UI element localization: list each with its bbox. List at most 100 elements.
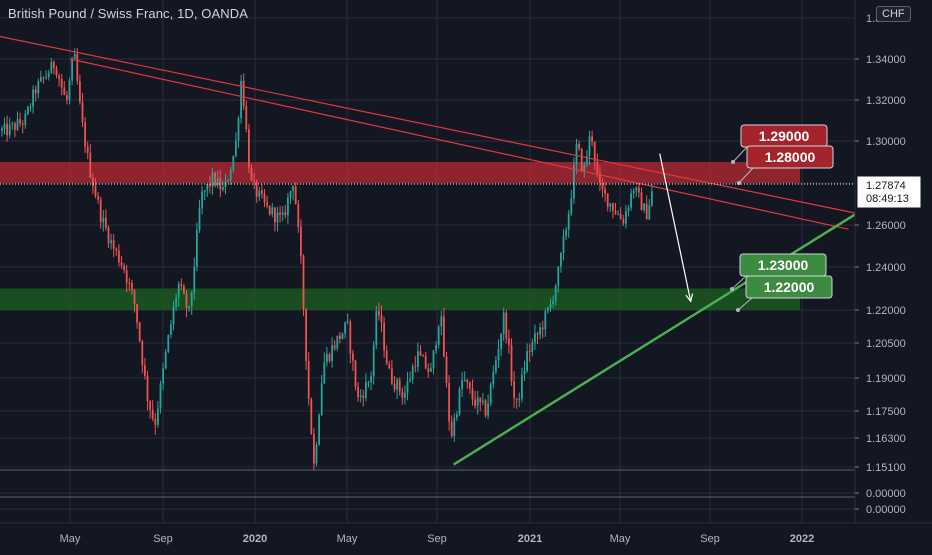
candle-body [424, 355, 427, 369]
candle-body [55, 68, 58, 76]
trendline-resistance [69, 58, 849, 230]
current-price-value: 1.27874 [866, 180, 906, 192]
candle-body [648, 205, 651, 220]
candle-body [573, 164, 575, 199]
candle-body [583, 164, 586, 171]
candle-body [263, 194, 266, 203]
candle-body [305, 308, 307, 361]
candle-body [157, 408, 159, 425]
callout-pointer [738, 167, 754, 184]
candle-body [112, 240, 115, 249]
candle-body [536, 333, 539, 335]
candle-body [188, 306, 190, 308]
candle-body [222, 187, 224, 190]
candle-body [318, 414, 320, 445]
candle-body [297, 204, 300, 227]
time-tick-label: 2020 [243, 533, 267, 545]
candle-body [398, 379, 401, 392]
time-tick-label: Sep [153, 533, 173, 545]
candle-body [47, 73, 50, 77]
candle-body [209, 183, 211, 187]
resistance-zone [0, 162, 800, 183]
candle-body [526, 351, 528, 371]
price-tick-label: 1.24000 [866, 262, 906, 274]
candle-body [79, 81, 81, 103]
candle-body [53, 61, 55, 69]
candle-body [276, 212, 279, 223]
candle-body [266, 202, 268, 206]
candle-body [240, 80, 242, 119]
candle-body [354, 360, 357, 388]
callout-anchor [731, 160, 735, 164]
candle-body [463, 379, 466, 381]
candle-body [125, 270, 128, 283]
candle-body [34, 89, 37, 94]
candle-body [513, 381, 515, 399]
candle-body [380, 314, 383, 323]
candle-body [284, 212, 287, 216]
candle-body [593, 141, 596, 162]
candle-body [469, 382, 471, 389]
price-tick-label: 1.19000 [866, 373, 906, 385]
candle-body [258, 190, 261, 197]
candle-body [541, 327, 544, 330]
candle-body [580, 148, 583, 171]
candle-body [596, 161, 599, 174]
candle-body [625, 211, 627, 224]
candle-body [495, 360, 497, 372]
annotation-label: 1.28000 [737, 145, 834, 185]
candle-body [489, 384, 492, 404]
price-tick-label: 1.30000 [866, 136, 906, 148]
candle-body [242, 80, 245, 107]
candle-body [1, 128, 3, 131]
time-tick-label: 2021 [518, 533, 542, 545]
currency-button[interactable]: CHF [876, 6, 911, 22]
candle-body [531, 342, 534, 352]
candle-body [476, 397, 479, 406]
price-tick-label: 1.17500 [866, 406, 906, 418]
candle-body [339, 335, 341, 340]
candle-body [133, 290, 136, 305]
candle-body [271, 207, 274, 215]
candle-body [411, 366, 414, 380]
candle-body [505, 312, 508, 339]
candle-body [557, 266, 560, 286]
candle-body [42, 77, 45, 79]
candle-body [401, 391, 404, 398]
candle-body [63, 87, 66, 95]
candle-body [544, 311, 547, 330]
candle-body [149, 401, 151, 410]
candle-body [81, 102, 84, 123]
candle-body [562, 236, 565, 254]
candle-body [279, 212, 281, 215]
candle-body [609, 203, 612, 207]
candle-body [640, 192, 643, 211]
candle-body [172, 306, 175, 325]
candle-body [159, 383, 162, 409]
candle-body [183, 286, 185, 294]
candle-body [448, 383, 450, 422]
candle-body [432, 350, 435, 369]
candle-body [196, 230, 198, 267]
candle-body [440, 316, 443, 327]
candle-body [601, 182, 604, 190]
candle-body [414, 366, 417, 368]
time-axis-bg [0, 523, 932, 550]
callout-pointer [731, 275, 747, 290]
price-tick-label: 1.15100 [866, 462, 906, 474]
time-tick-label: Sep [700, 533, 720, 545]
candle-body [167, 334, 170, 352]
candle-body [539, 327, 541, 335]
candle-body [445, 356, 448, 384]
candle-body [453, 417, 456, 436]
candle-body [84, 122, 86, 147]
candle-body [430, 368, 432, 372]
candle-body [94, 186, 97, 197]
candle-body [193, 266, 196, 293]
candle-body [567, 213, 570, 230]
candle-body [86, 146, 89, 153]
annotation-label: 1.23000 [730, 253, 827, 291]
candle-body [651, 191, 653, 206]
